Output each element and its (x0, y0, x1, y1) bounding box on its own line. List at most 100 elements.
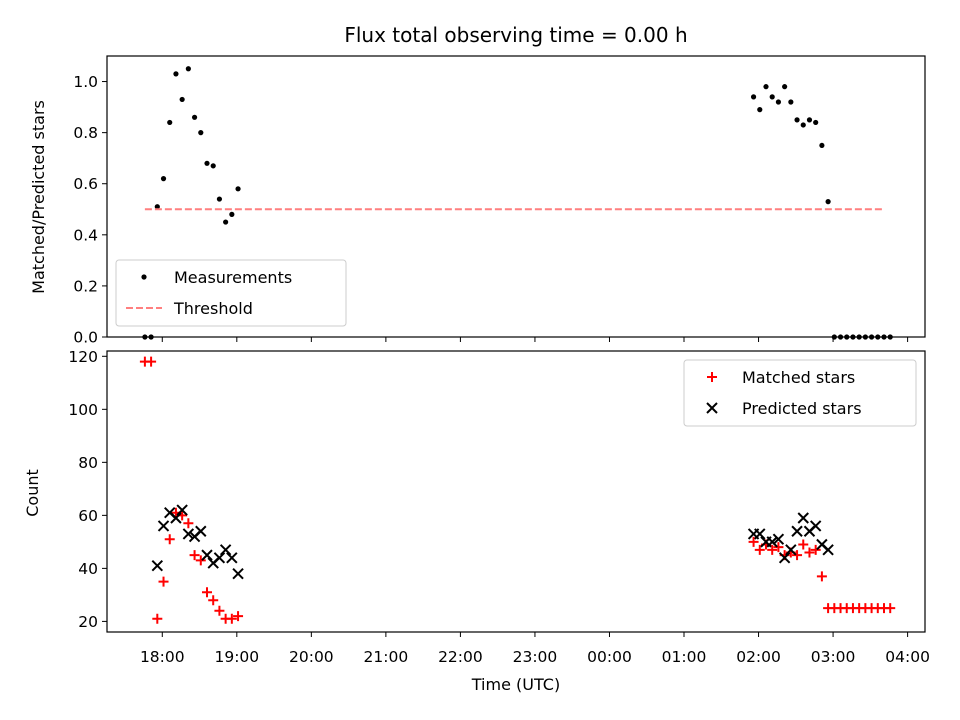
y-tick-label: 100 (68, 401, 98, 419)
y-tick-label: 80 (78, 454, 98, 472)
measurement-point (210, 163, 216, 169)
matched-star-point (885, 603, 896, 614)
matched-star-point (748, 536, 759, 547)
y-tick-label: 0.2 (73, 277, 98, 295)
x-tick-label: 22:00 (438, 648, 483, 666)
matched-star-point (214, 605, 225, 616)
matched-star-point (798, 539, 809, 550)
legend-swatch (706, 402, 718, 414)
legend-swatch (707, 372, 717, 382)
legend: Measurements Threshold (115, 259, 347, 327)
series-measurements (142, 66, 893, 340)
legend-label: Predicted stars (742, 399, 862, 418)
x-tick-label: 19:00 (214, 648, 259, 666)
matched-star-point (773, 542, 784, 553)
measurement-point (775, 99, 782, 105)
predicted-star-point (219, 544, 232, 556)
axes-frame (106, 55, 926, 338)
predicted-star-point (797, 512, 809, 524)
y-tick-label: 40 (78, 560, 98, 578)
x-tick-label: 04:00 (885, 648, 930, 666)
y-tick-label: 0.8 (73, 124, 98, 142)
measurement-point (788, 99, 794, 105)
measurement-point (198, 130, 204, 136)
ratio-panel: 0.0 0.2 0.4 0.6 0.8 1.0 Measurements Threshold (73, 55, 926, 347)
x-axis-label: Time (UTC) (471, 675, 560, 694)
matched-star-point (158, 576, 169, 587)
y-tick-label: 0.6 (73, 175, 98, 193)
matched-star-point (201, 587, 212, 598)
measurement-point (806, 117, 813, 123)
top-y-axis-label: Matched/Predicted stars (29, 100, 48, 294)
matched-star-point (233, 611, 244, 622)
legend-swatch (141, 274, 147, 280)
predicted-star-point (778, 552, 791, 564)
measurement-point (800, 122, 806, 128)
measurement-point (825, 199, 831, 205)
y-tick-label: 60 (78, 507, 98, 525)
matched-star-point (152, 613, 163, 624)
predicted-star-point (226, 552, 238, 564)
x-tick-label: 21:00 (364, 648, 409, 666)
predicted-star-point (157, 520, 170, 532)
predicted-star-point (176, 504, 188, 516)
matched-star-point (792, 550, 803, 561)
legend-label: Matched stars (742, 368, 855, 387)
bottom-y-axis-label: Count (23, 469, 42, 517)
predicted-star-point (754, 528, 766, 540)
legend-box (115, 259, 347, 327)
predicted-star-point (213, 552, 226, 564)
predicted-star-point (809, 520, 822, 532)
matched-star-point (183, 518, 194, 529)
legend-label: Measurements (174, 268, 292, 287)
x-tick-label: 23:00 (513, 648, 558, 666)
x-tick-label: 01:00 (662, 648, 707, 666)
predicted-star-point (232, 567, 244, 580)
measurement-point (819, 142, 825, 149)
legend-label: Threshold (173, 299, 253, 318)
measurement-point (173, 71, 179, 77)
predicted-star-point (170, 512, 182, 524)
series-predicted-stars (151, 504, 834, 580)
predicted-star-point (201, 549, 213, 561)
matched-star-point (767, 544, 778, 555)
measurement-point (185, 66, 191, 72)
y-tick-label: 0.4 (73, 226, 98, 244)
matched-star-point (754, 544, 765, 555)
measurement-point (750, 94, 757, 100)
matched-star-point (810, 544, 821, 555)
predicted-star-point (151, 560, 164, 572)
y-tick-label: 20 (78, 613, 98, 631)
matched-star-point (189, 550, 200, 561)
predicted-star-point (772, 533, 785, 545)
predicted-star-point (195, 525, 207, 537)
y-tick-label: 0.0 (73, 329, 98, 347)
measurement-point (191, 114, 198, 120)
measurement-point (235, 186, 241, 192)
measurement-point (229, 211, 235, 217)
y-tick-label: 120 (68, 348, 98, 366)
measurement-point (757, 107, 763, 113)
matched-star-point (195, 555, 206, 566)
predicted-star-point (182, 528, 195, 540)
measurement-point (179, 96, 185, 103)
predicted-star-point (822, 544, 834, 556)
measurement-point (794, 117, 800, 123)
chart-title: Flux total observing time = 0.00 h (344, 23, 687, 47)
measurement-point (204, 160, 210, 166)
measurement-point (154, 204, 160, 210)
predicted-star-point (791, 525, 803, 537)
x-tick-label: 00:00 (587, 648, 632, 666)
matched-star-point (208, 595, 219, 606)
count-panel: 20 40 60 80 100 120 18:00 19:00 20:00 21:00 22:00 2… (68, 348, 930, 666)
plot-area: 0.0 0.2 0.4 0.6 0.8 1.0 Measurements Threshold 2… (68, 55, 930, 666)
matched-star-point (226, 613, 237, 624)
measurement-point (769, 94, 775, 100)
measurement-point (167, 119, 173, 126)
measurement-point (160, 176, 167, 182)
legend-box (683, 359, 917, 427)
x-tick-label: 18:00 (140, 648, 185, 666)
matched-star-point (164, 534, 175, 545)
predicted-star-point (785, 544, 797, 556)
